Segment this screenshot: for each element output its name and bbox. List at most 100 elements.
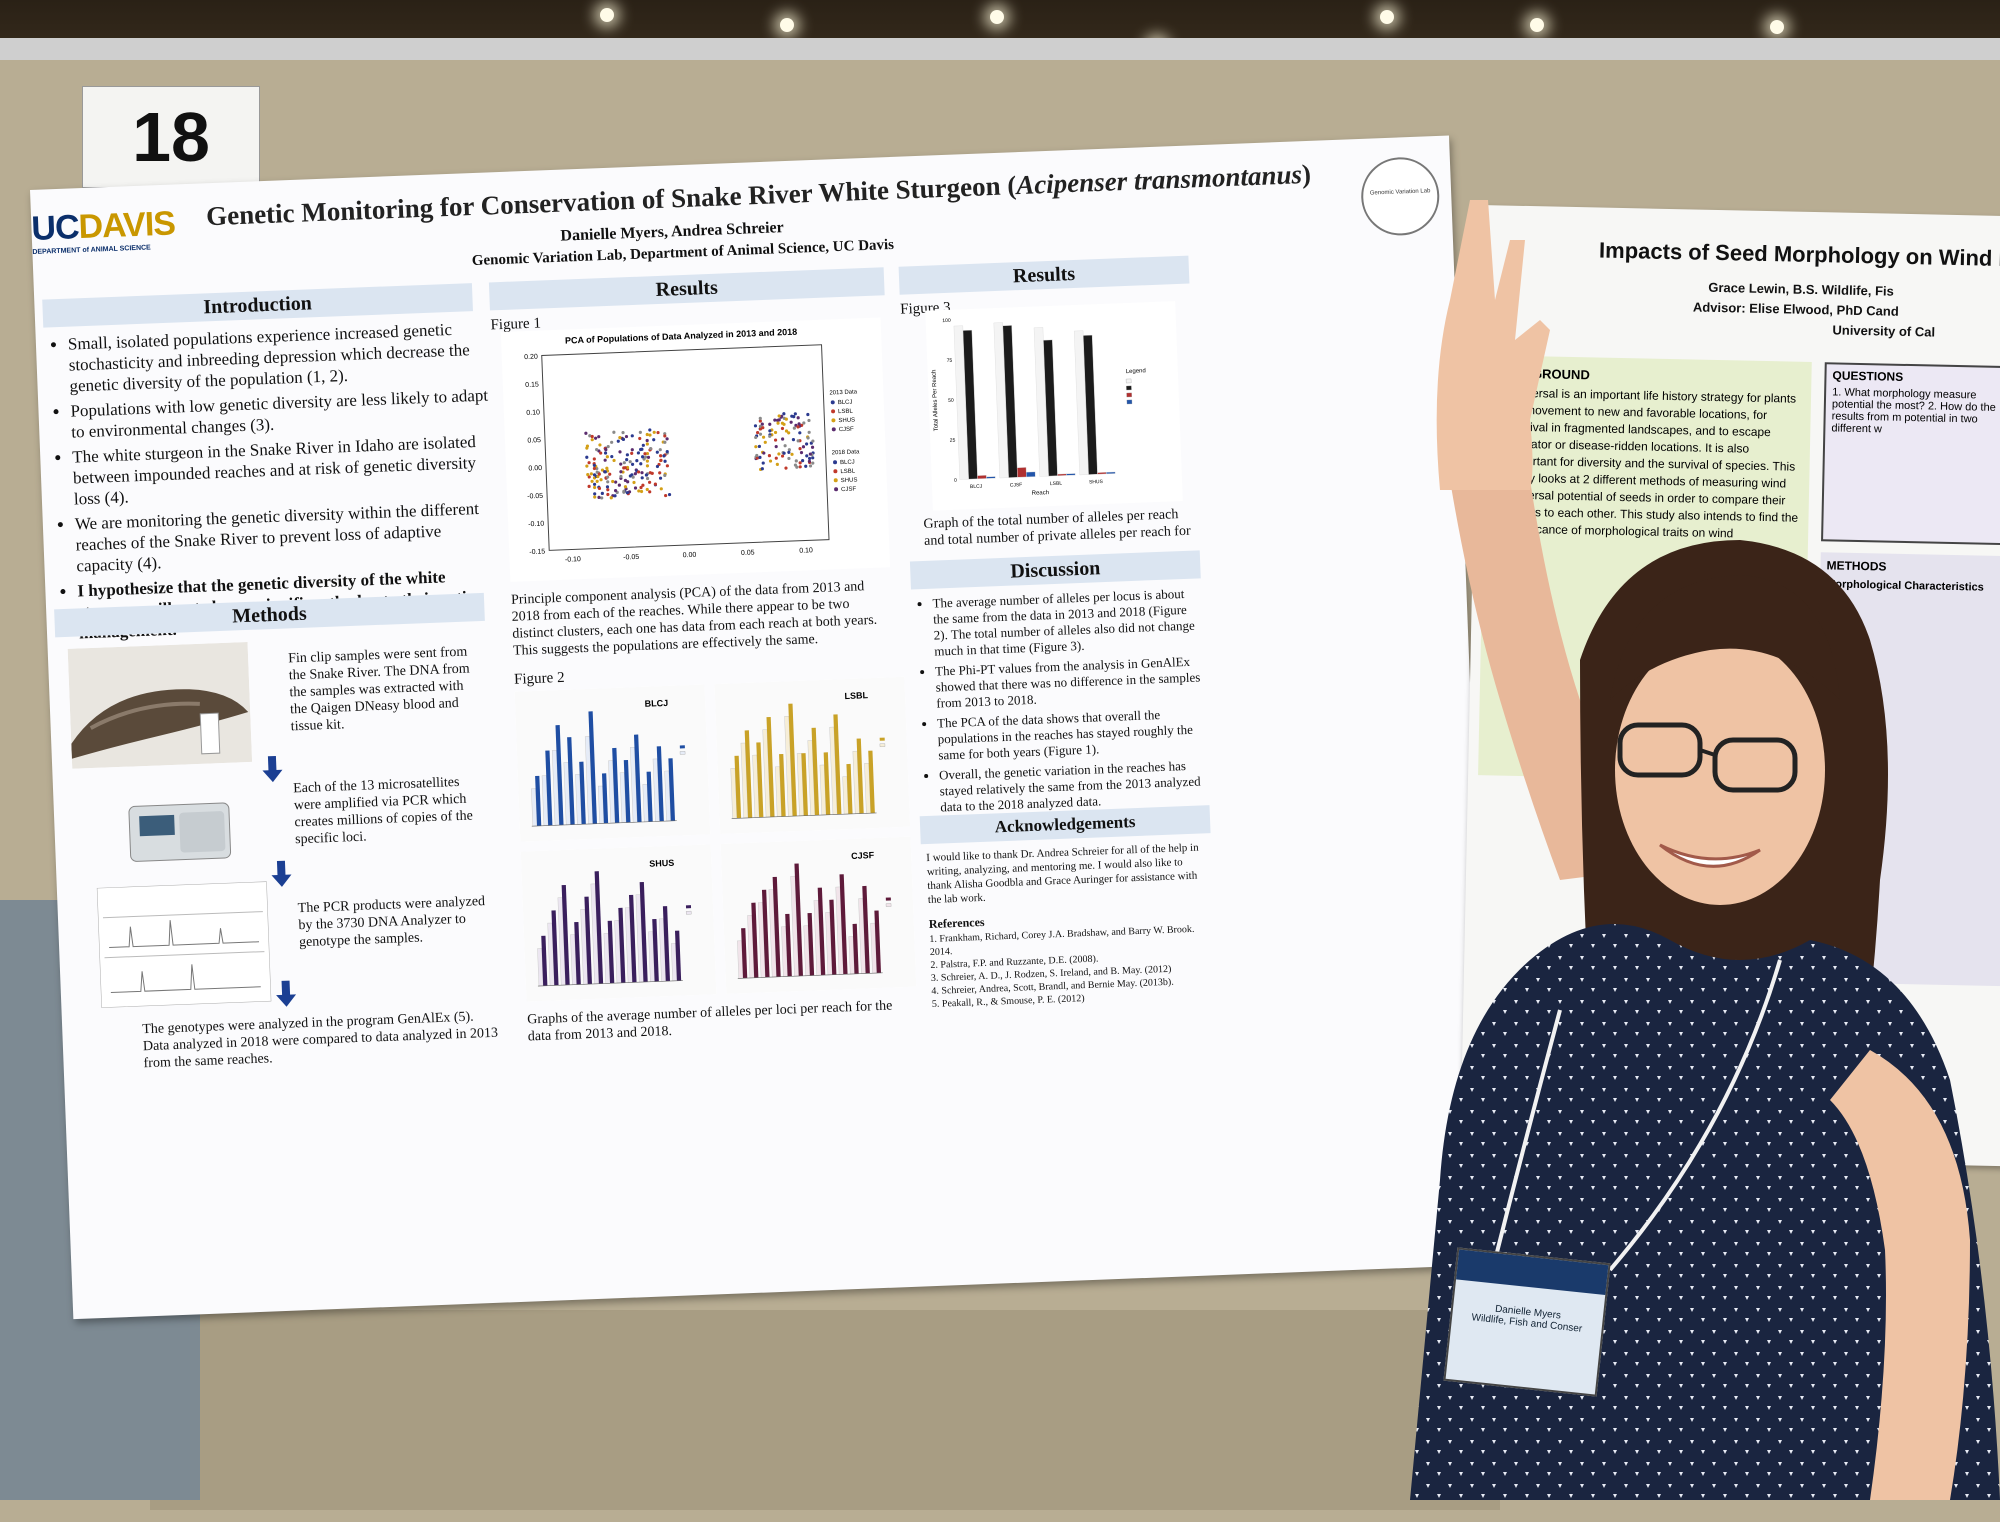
pca-point xyxy=(653,482,657,486)
pca-point xyxy=(639,462,643,466)
pca-point xyxy=(641,455,645,459)
total-legend-title: Legend xyxy=(1126,368,1146,375)
pca-point xyxy=(592,457,596,461)
methods-step-3: The PCR products were analyzed by the 37… xyxy=(297,894,486,951)
pca-point xyxy=(641,443,645,447)
bar-2018 xyxy=(785,913,792,977)
pca-plot-frame xyxy=(541,344,830,551)
bar-2018 xyxy=(766,716,775,818)
pca-point xyxy=(780,421,784,425)
pca-point xyxy=(662,454,666,458)
pca-point xyxy=(613,494,617,498)
pca-point xyxy=(658,448,662,452)
bar-2018 xyxy=(817,887,826,976)
pca-point xyxy=(589,472,593,476)
bar-2018 xyxy=(607,920,615,984)
discussion-heading: Discussion xyxy=(909,550,1201,590)
total-bar xyxy=(977,475,987,480)
bar-2018 xyxy=(794,863,803,977)
bar-legend-swatch xyxy=(879,737,885,741)
pca-point xyxy=(625,491,629,495)
bar-2018 xyxy=(588,711,597,824)
bar-2018 xyxy=(829,899,837,975)
bar-legend-swatch xyxy=(879,743,886,747)
pca-point xyxy=(768,434,772,438)
pca-point xyxy=(790,414,794,418)
pca-point xyxy=(663,440,667,444)
pca-point xyxy=(665,449,669,454)
bar-2018 xyxy=(623,759,631,823)
bar-2018 xyxy=(839,874,848,975)
bar-chart-label: BLCJ xyxy=(644,698,668,709)
pca-point xyxy=(618,450,622,454)
total-y-tick: 100 xyxy=(942,318,951,324)
pca-legend-swatch xyxy=(831,418,836,423)
total-bar xyxy=(962,329,978,480)
pca-point xyxy=(655,464,660,469)
total-y-tick: 25 xyxy=(950,438,956,444)
pca-point xyxy=(655,450,659,454)
pca-point xyxy=(599,451,603,455)
bar-2018 xyxy=(633,734,642,823)
bar-2018 xyxy=(612,747,620,824)
pca-point xyxy=(605,466,609,470)
pca-point xyxy=(597,495,601,499)
total-legend-swatch xyxy=(1126,385,1132,391)
pca-point xyxy=(663,434,667,438)
pca-point xyxy=(808,464,813,468)
pcr-machine-photo xyxy=(128,802,232,862)
pca-point xyxy=(798,447,802,451)
pca-point xyxy=(640,476,644,480)
bar-axis xyxy=(537,980,683,987)
ceiling-light xyxy=(1770,20,1784,34)
pca-point xyxy=(608,472,612,476)
bar-2018 xyxy=(545,750,553,826)
pca-point xyxy=(603,458,607,462)
pca-point xyxy=(648,480,652,484)
pca-point xyxy=(633,486,638,490)
bar-2018 xyxy=(862,885,870,974)
pca-point xyxy=(792,426,796,430)
pca-point xyxy=(798,431,802,435)
pca-point xyxy=(649,446,653,451)
discussion-bullet: The average number of alleles per locus … xyxy=(932,585,1204,659)
pca-point xyxy=(596,474,600,479)
pca-point xyxy=(783,444,787,448)
pca-point xyxy=(600,496,604,500)
pca-point xyxy=(592,482,597,486)
pca-point xyxy=(777,414,781,418)
pca-point xyxy=(645,451,650,456)
pca-point xyxy=(807,456,812,461)
pca-point xyxy=(760,467,764,471)
pca-point xyxy=(798,461,802,465)
bar-2018 xyxy=(874,910,882,974)
pca-point xyxy=(805,454,809,458)
intro-bullet: We are monitoring the genetic diversity … xyxy=(74,497,496,576)
total-x-label: Reach xyxy=(1032,490,1050,497)
poster: UCDAVIS DEPARTMENT of ANIMAL SCIENCE Gen… xyxy=(30,135,1493,1320)
pca-point xyxy=(798,465,802,469)
pca-y-tick: -0.05 xyxy=(527,493,543,501)
pca-point xyxy=(796,425,800,429)
discussion-list: The average number of alleles per locus … xyxy=(914,585,1210,820)
pca-point xyxy=(787,431,791,435)
pca-x-tick: 0.10 xyxy=(799,547,813,555)
bar-2018 xyxy=(751,902,759,978)
pca-point xyxy=(767,454,772,458)
pca-point xyxy=(614,480,618,484)
pca-point xyxy=(624,434,629,439)
pca-point xyxy=(777,418,781,422)
pca-point xyxy=(610,440,614,444)
pca-legend-label: SHUS xyxy=(838,417,855,424)
pca-point xyxy=(659,454,663,458)
pca-point xyxy=(645,464,650,468)
methods-step-4: The genotypes were analyzed in the progr… xyxy=(142,1009,499,1072)
pca-point xyxy=(650,471,654,475)
pca-point xyxy=(632,480,636,485)
pca-point xyxy=(592,463,596,467)
pca-legend-2013-title: 2013 Data xyxy=(829,389,858,396)
acknowledgements-text: I would like to thank Dr. Andrea Schreie… xyxy=(926,841,1199,907)
uc-davis-logo: UCDAVIS DEPARTMENT of ANIMAL SCIENCE xyxy=(30,204,176,256)
pca-point xyxy=(636,470,641,474)
pca-point xyxy=(658,471,662,475)
